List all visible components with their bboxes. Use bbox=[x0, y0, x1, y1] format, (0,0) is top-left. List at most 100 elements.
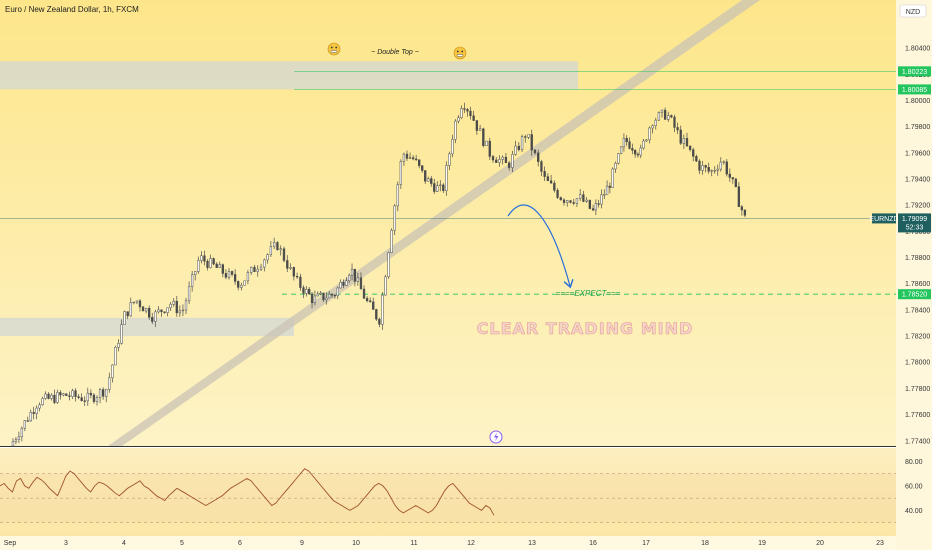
currency-badge-label: NZD bbox=[906, 9, 920, 16]
candle-body bbox=[23, 420, 26, 429]
candle-body bbox=[215, 263, 218, 268]
emoji-face-left-icon bbox=[327, 42, 341, 56]
candle-body bbox=[408, 157, 412, 159]
candle-body bbox=[184, 300, 188, 311]
candle-body bbox=[305, 288, 308, 294]
candle-body bbox=[436, 185, 439, 192]
candle-body bbox=[279, 248, 282, 251]
candle-body bbox=[511, 154, 514, 168]
candle-body bbox=[457, 117, 460, 122]
candle-body bbox=[594, 203, 598, 211]
candle-body bbox=[448, 153, 451, 166]
candle-body bbox=[427, 178, 430, 182]
candle-body bbox=[418, 159, 421, 166]
candle-body bbox=[508, 162, 511, 168]
time-tick-label: 23 bbox=[876, 540, 884, 547]
candle-body bbox=[701, 165, 704, 171]
candle-body bbox=[707, 167, 710, 172]
last-symbol-label: EURNZD bbox=[869, 216, 898, 223]
rsi-tick-label: 60.00 bbox=[905, 483, 923, 490]
lightning-event-icon[interactable] bbox=[489, 430, 503, 444]
candle-body bbox=[336, 287, 339, 296]
candle-body bbox=[415, 158, 418, 161]
candle-body bbox=[740, 206, 744, 211]
candle-body bbox=[108, 377, 111, 390]
rsi-pane-background bbox=[0, 448, 896, 536]
rsi-tick-label: 40.00 bbox=[905, 508, 923, 515]
candle-body bbox=[692, 149, 695, 157]
candle-body bbox=[362, 288, 366, 299]
level-price-box bbox=[898, 66, 931, 77]
candle-body bbox=[117, 343, 120, 348]
candle-body bbox=[339, 282, 342, 289]
candle-body bbox=[77, 396, 80, 398]
candle-body bbox=[384, 276, 387, 296]
candle-body bbox=[348, 274, 351, 282]
candle-body bbox=[26, 420, 29, 422]
candle-body bbox=[41, 398, 44, 406]
candle-body bbox=[617, 153, 620, 164]
candle-body bbox=[651, 125, 654, 129]
supply-demand-zones bbox=[0, 61, 578, 337]
candle-body bbox=[648, 127, 651, 141]
candle-body bbox=[286, 260, 289, 269]
candle-body bbox=[451, 139, 454, 155]
candle-body bbox=[105, 389, 108, 397]
candle-body bbox=[439, 184, 442, 187]
price-tick-label: 1.77800 bbox=[905, 386, 930, 393]
emoji-face-right-icon bbox=[453, 46, 467, 60]
candle-body bbox=[166, 307, 169, 313]
candle-body bbox=[98, 389, 102, 398]
candle-body bbox=[342, 282, 345, 286]
candle-body bbox=[695, 156, 698, 162]
candle-body bbox=[737, 186, 741, 207]
bar-countdown-label: 52:33 bbox=[906, 224, 924, 231]
time-tick-label: Sep bbox=[4, 540, 17, 547]
candle-body bbox=[622, 138, 626, 148]
candle-body bbox=[402, 153, 406, 162]
candle-body bbox=[237, 281, 240, 288]
time-tick-label: 4 bbox=[122, 540, 126, 547]
candle-body bbox=[123, 311, 126, 325]
candle-body bbox=[53, 394, 56, 403]
candle-body bbox=[556, 190, 559, 198]
candle-body bbox=[148, 307, 151, 318]
symbol-title: Euro / New Zealand Dollar, 1h, FXCM bbox=[5, 5, 139, 14]
time-tick-label: 10 bbox=[352, 540, 360, 547]
candle-body bbox=[393, 205, 396, 231]
candle-body bbox=[169, 304, 172, 309]
candle-body bbox=[292, 267, 295, 277]
candle-body bbox=[322, 292, 325, 301]
candle-body bbox=[243, 280, 246, 286]
candle-body bbox=[276, 242, 279, 251]
price-tick-label: 1.79400 bbox=[905, 177, 930, 184]
candle-body bbox=[654, 119, 657, 126]
time-tick-label: 18 bbox=[701, 540, 709, 547]
candle-body bbox=[591, 208, 595, 211]
candle-body bbox=[631, 148, 634, 151]
candle-body bbox=[670, 115, 673, 118]
candle-body bbox=[517, 145, 520, 150]
time-tick-label: 13 bbox=[528, 540, 536, 547]
candle-body bbox=[224, 273, 228, 278]
candle-body bbox=[50, 394, 53, 399]
candle-body bbox=[527, 134, 530, 138]
candle-body bbox=[466, 109, 469, 112]
candle-body bbox=[200, 255, 203, 261]
time-tick-label: 16 bbox=[589, 540, 597, 547]
currency-badge[interactable]: NZD bbox=[899, 4, 927, 18]
level-price-box bbox=[898, 289, 931, 300]
candle-body bbox=[688, 145, 692, 150]
candle-body bbox=[132, 301, 135, 304]
candle-body bbox=[378, 318, 381, 325]
candle-body bbox=[559, 197, 562, 201]
candle-body bbox=[645, 139, 648, 142]
time-tick-label: 20 bbox=[816, 540, 824, 547]
candle-body bbox=[676, 127, 679, 131]
last-price-box bbox=[898, 213, 931, 233]
time-tick-label: 12 bbox=[467, 540, 475, 547]
time-tick-label: 9 bbox=[300, 540, 304, 547]
candle-body bbox=[56, 392, 59, 403]
candle-body bbox=[572, 202, 575, 204]
